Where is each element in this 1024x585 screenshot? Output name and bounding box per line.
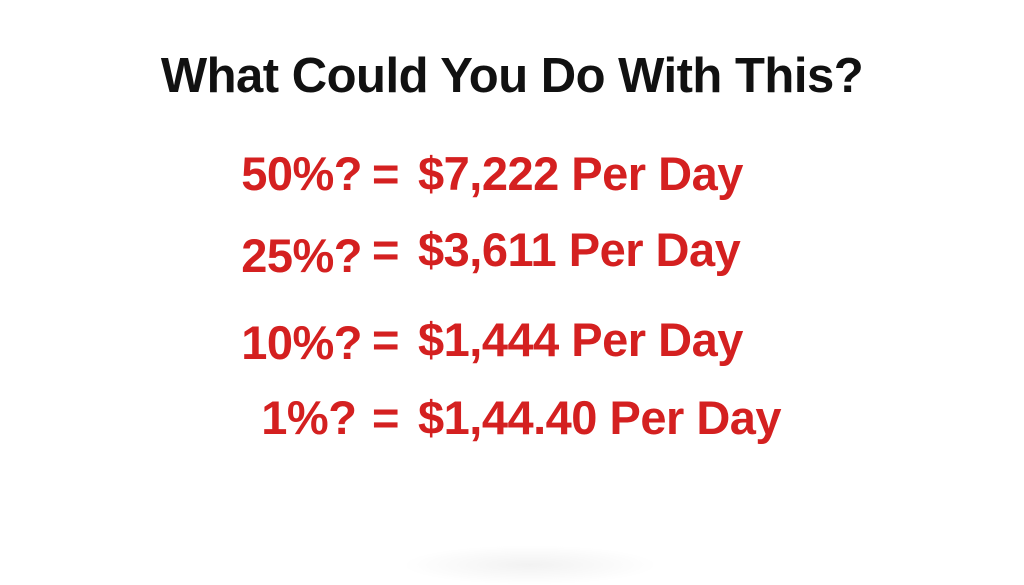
percent-label: 50%? <box>241 147 362 200</box>
amount-label: $7,222 Per Day <box>418 147 743 200</box>
equals-sign: = <box>372 223 399 276</box>
equals-sign: = <box>372 391 399 444</box>
equals-sign: = <box>372 313 399 366</box>
row-1-percent: 1%? = $1,44.40 Per Day <box>0 390 1024 450</box>
slide-title: What Could You Do With This? <box>160 49 864 103</box>
percent-label: 1%? <box>261 391 369 444</box>
percent-label: 25%? <box>241 229 362 282</box>
equals-sign: = <box>372 147 399 200</box>
amount-label: $1,44.40 Per Day <box>418 391 782 444</box>
row-25-percent: 25%? = $3,611 Per Day <box>0 222 1024 282</box>
amount-label: $3,611 Per Day <box>418 223 741 276</box>
bottom-shadow <box>400 545 660 585</box>
percent-label: 10%? <box>241 316 362 369</box>
amount-label: $1,444 Per Day <box>418 313 743 366</box>
row-50-percent: 50%? = $7,222 Per Day <box>0 146 1024 206</box>
row-10-percent: 10%? = $1,444 Per Day <box>0 312 1024 372</box>
